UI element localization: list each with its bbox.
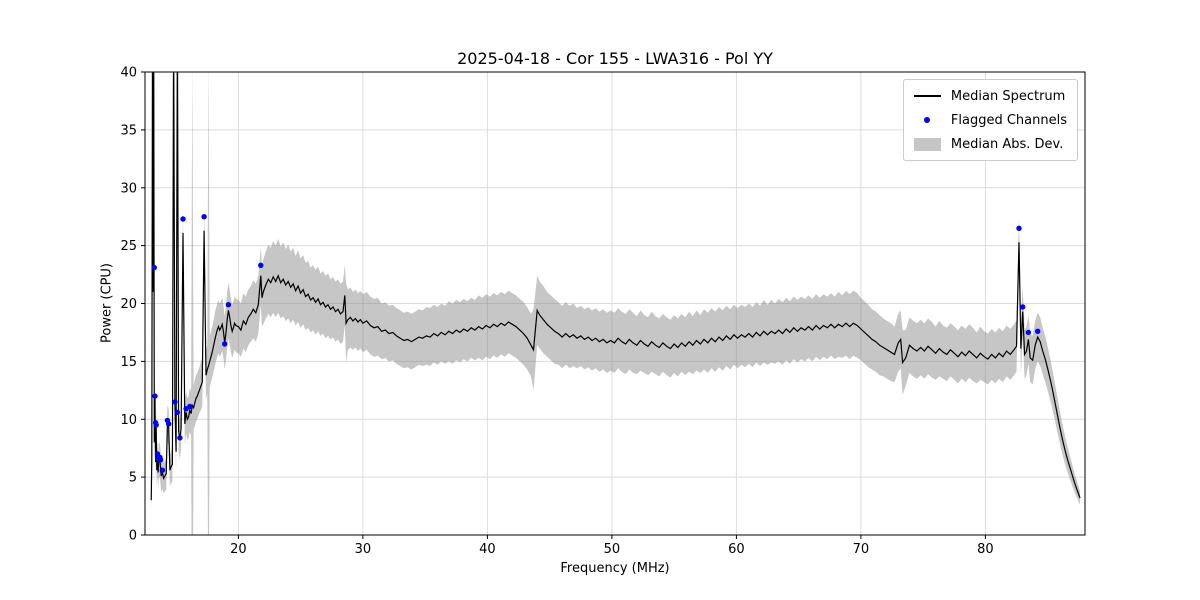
y-tick-label: 35 [120, 123, 137, 138]
flagged-channel-point [174, 409, 181, 415]
flagged-channel-point [222, 341, 228, 347]
flagged-channel-point [153, 422, 159, 428]
y-tick-label: 10 [120, 413, 137, 428]
x-tick-label: 50 [604, 542, 621, 557]
legend-label: Flagged Channels [950, 112, 1067, 128]
legend-label: Median Spectrum [950, 88, 1066, 104]
flagged-channel-point [1025, 329, 1032, 336]
median-spectrum-line [150, 72, 1081, 501]
flagged-channel-point [180, 216, 186, 222]
flagged-channel-point [151, 264, 157, 271]
y-tick-label: 5 [129, 471, 137, 486]
mad-band [151, 72, 1080, 535]
flagged-channel-point [187, 403, 193, 410]
flagged-channel-point [1016, 225, 1022, 231]
median-spectrum-line-icon [913, 95, 941, 97]
x-axis-label: Frequency (MHz) [560, 561, 670, 576]
flagged-channel-point [166, 421, 172, 427]
y-tick-label: 40 [120, 66, 137, 81]
flagged-channel-point [258, 262, 264, 268]
flagged-channel-dot-icon [914, 117, 941, 123]
y-tick-label: 20 [120, 297, 137, 312]
flagged-channel-point [1035, 328, 1041, 334]
y-axis-label: Power (CPU) [99, 262, 115, 344]
mad-band-patch-icon [913, 137, 941, 151]
flagged-channel-point [172, 399, 178, 405]
flagged-channel-point [225, 302, 232, 308]
flagged-channel-point [152, 393, 158, 399]
x-tick-label: 70 [853, 542, 870, 557]
flagged-channel-point [177, 435, 183, 441]
y-tick-label: 0 [129, 529, 137, 544]
x-tick-label: 60 [728, 542, 745, 557]
y-tick-label: 30 [120, 181, 137, 196]
y-tick-label: 15 [120, 355, 137, 370]
flagged-channel-point [1020, 304, 1026, 310]
flagged-channel-point [157, 457, 164, 463]
chart-title: 2025-04-18 - Cor 155 - LWA316 - Pol YY [457, 49, 773, 68]
x-tick-label: 30 [355, 542, 372, 557]
legend-item-median-abs-dev: Median Abs. Dev. [913, 134, 1067, 154]
legend: Median Spectrum Flagged Channels Median … [902, 79, 1078, 161]
flagged-channel-point [201, 214, 207, 220]
x-tick-label: 20 [230, 542, 247, 557]
legend-item-flagged-channels: Flagged Channels [914, 110, 1067, 130]
x-tick-label: 40 [479, 542, 496, 557]
x-tick-label: 80 [977, 542, 994, 557]
flagged-channel-point [159, 467, 166, 473]
y-tick-label: 25 [120, 239, 137, 254]
plot-border [144, 71, 1086, 536]
legend-label: Median Abs. Dev. [950, 136, 1064, 152]
legend-item-median-spectrum: Median Spectrum [913, 86, 1067, 106]
